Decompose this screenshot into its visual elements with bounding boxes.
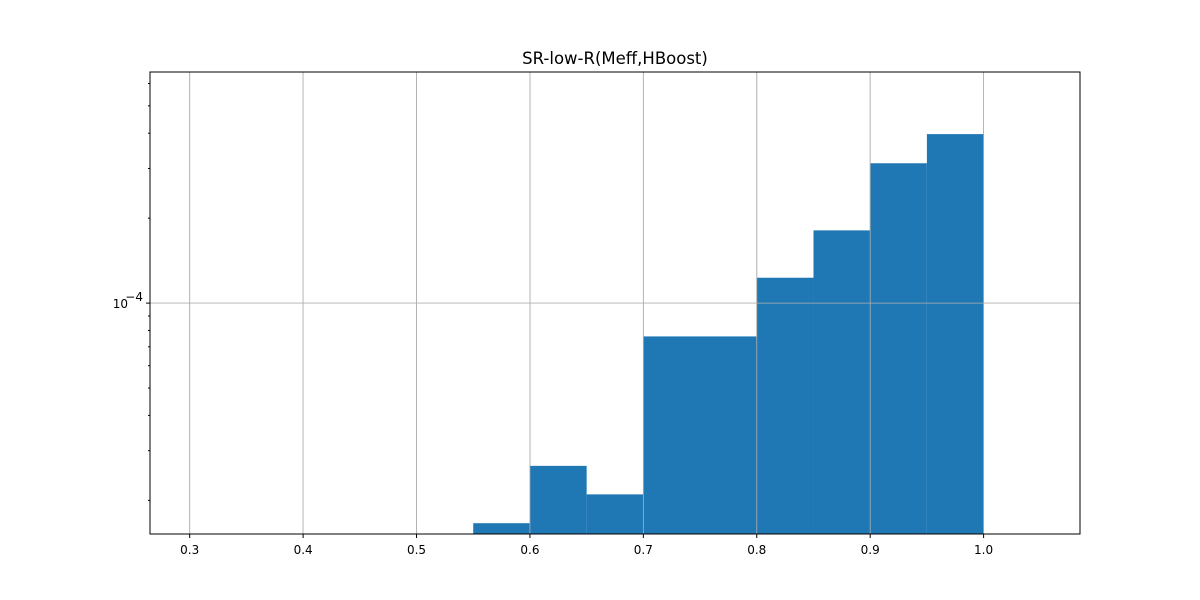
x-tick-label: 0.4 xyxy=(294,543,313,557)
x-tick-label: 0.8 xyxy=(747,543,766,557)
x-tick-label: 1.0 xyxy=(974,543,993,557)
histogram-bar xyxy=(813,230,871,534)
y-tick-label: 10 xyxy=(113,297,128,311)
plot-area: 0.3 0.4 0.5 0.6 0.7 0.8 0.9 1.0 10−4 xyxy=(113,71,1081,557)
y-tick-label-exponent: −4 xyxy=(125,290,143,304)
x-tick-label: 0.9 xyxy=(861,543,880,557)
histogram-bar xyxy=(473,523,530,534)
x-tick-label: 0.6 xyxy=(520,543,539,557)
x-tick-label: 0.7 xyxy=(634,543,653,557)
histogram-bar xyxy=(756,277,814,534)
chart-title: SR-low-R(Meff,HBoost) xyxy=(522,49,708,68)
histogram-bar xyxy=(586,494,644,534)
histogram-bar xyxy=(643,336,757,534)
x-tick-label: 0.5 xyxy=(407,543,426,557)
histogram-bar xyxy=(529,465,587,534)
histogram-bar xyxy=(870,163,927,535)
histogram-bar xyxy=(926,134,984,534)
x-tick-label: 0.3 xyxy=(180,543,199,557)
